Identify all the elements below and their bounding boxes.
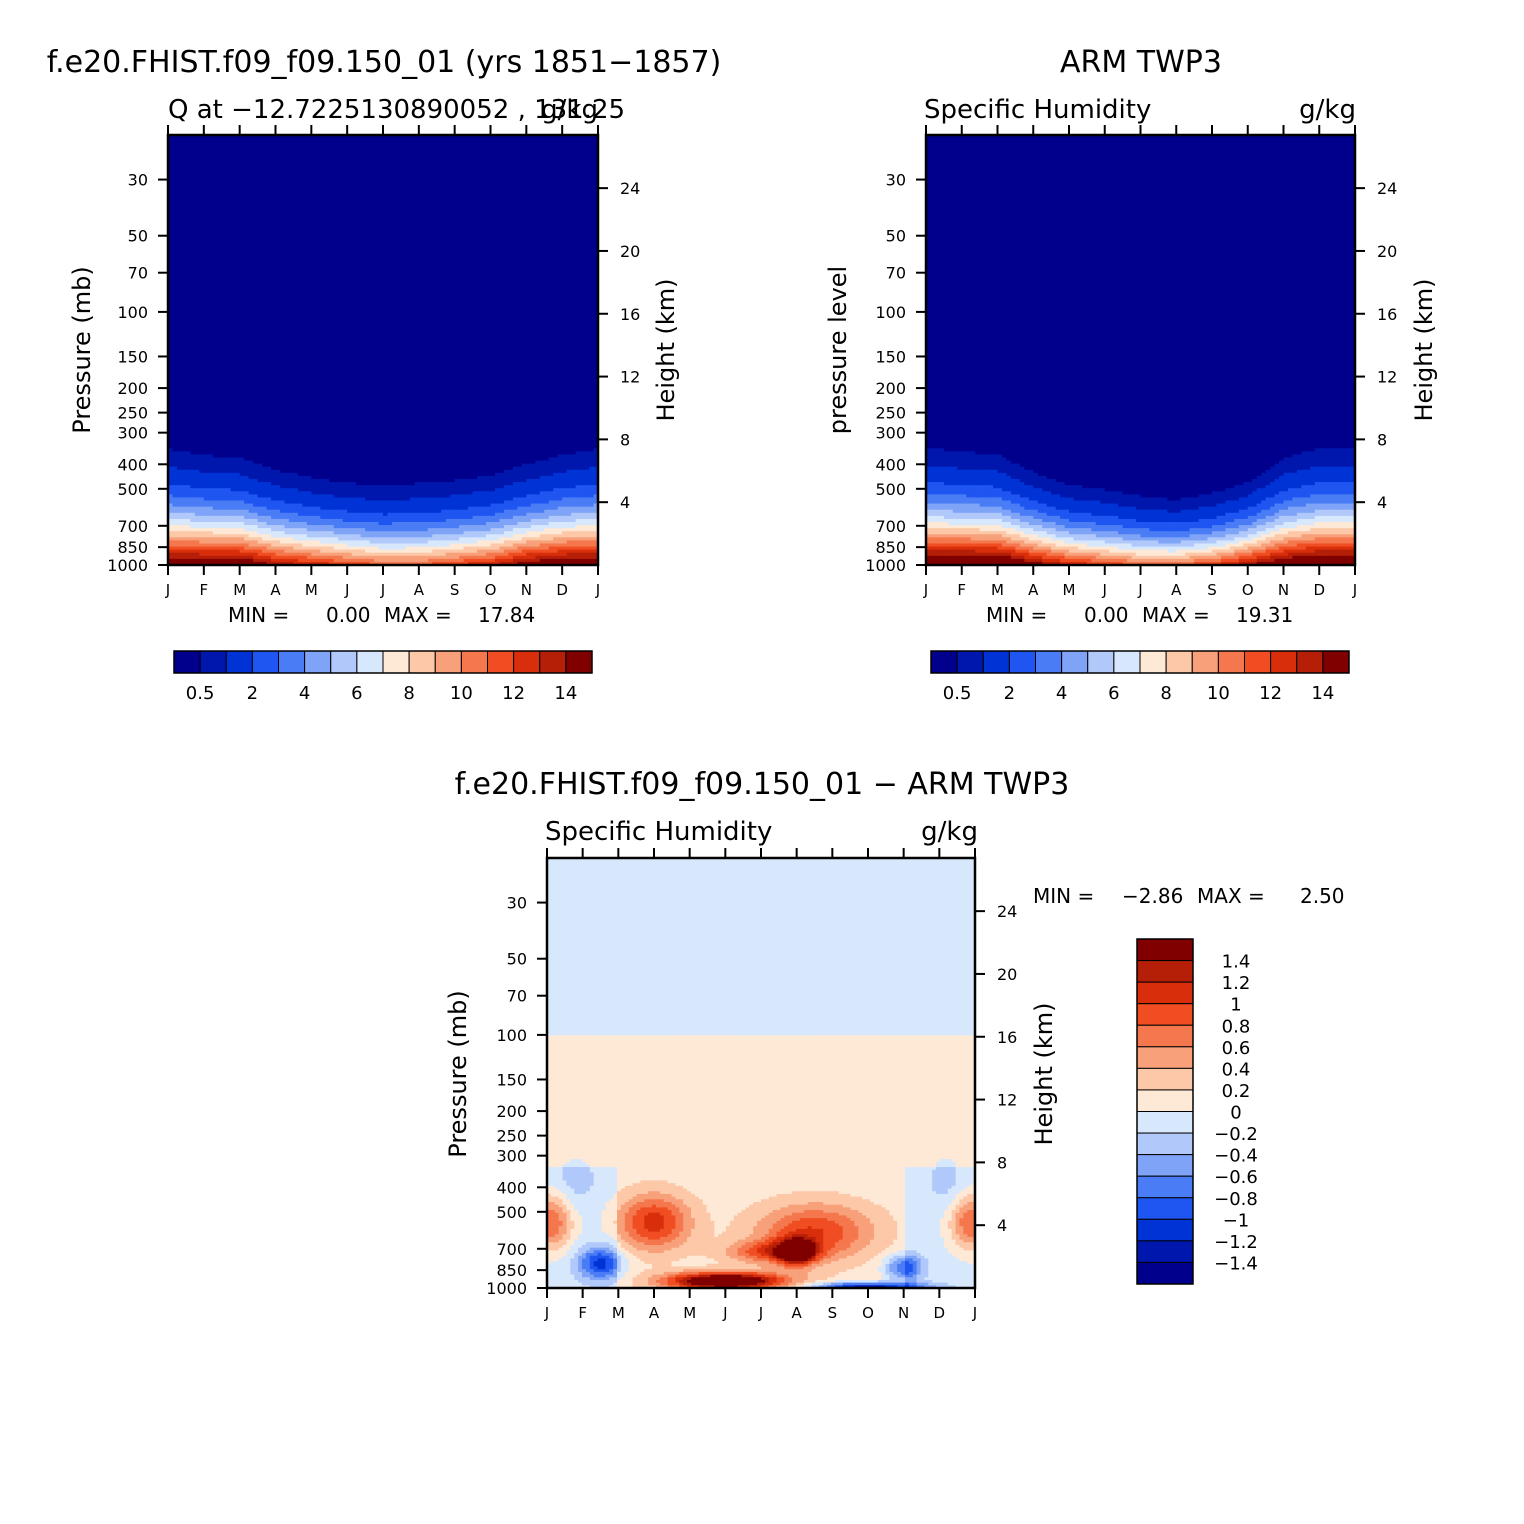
panel-model-title: f.e20.FHIST.f09_f09.150_01 (yrs 1851−185… [47,45,722,80]
plot-model: J F M A M J J A S O N D J305070100150200250300400500… [107,125,640,599]
panel-model-subtitle-right: g/kg [541,95,598,125]
panel-model: f.e20.FHIST.f09_f09.150_01 (yrs 1851−185… [47,45,722,704]
